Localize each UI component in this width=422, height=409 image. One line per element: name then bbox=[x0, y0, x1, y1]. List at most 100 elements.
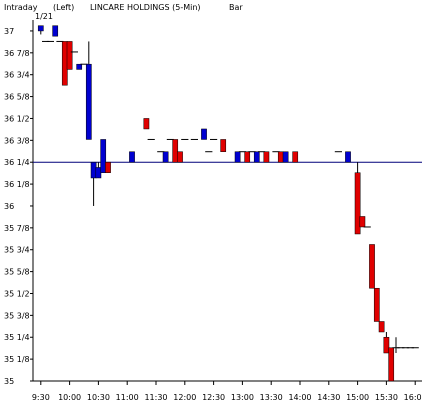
y-tick-label: 36 1/2 bbox=[4, 114, 30, 123]
bar-body bbox=[378, 321, 385, 333]
price-bar bbox=[263, 151, 270, 163]
price-bar bbox=[244, 151, 251, 163]
price-bar bbox=[177, 151, 183, 163]
bar-body bbox=[234, 151, 241, 163]
price-bar bbox=[292, 151, 299, 163]
x-tick-label: 13:00 bbox=[231, 393, 254, 402]
x-tick-label: 11:00 bbox=[116, 393, 139, 402]
price-bar bbox=[162, 151, 169, 163]
y-tick-label: 36 3/4 bbox=[4, 71, 30, 80]
price-bar bbox=[373, 287, 380, 322]
bar-body bbox=[201, 128, 207, 140]
bar-body bbox=[105, 161, 111, 173]
bar-body bbox=[129, 151, 135, 163]
y-tick-label: 37 bbox=[4, 27, 14, 36]
bar-body bbox=[66, 41, 73, 70]
price-bar bbox=[383, 331, 390, 354]
bar-body bbox=[95, 167, 102, 179]
price-bar bbox=[76, 63, 83, 70]
bar-body bbox=[162, 151, 169, 163]
price-bar bbox=[100, 139, 107, 173]
x-tick-label: 14:00 bbox=[288, 393, 311, 402]
bar-body bbox=[369, 244, 375, 289]
price-bar bbox=[354, 162, 361, 235]
bar-body bbox=[373, 287, 380, 322]
y-tick-label: 36 3/8 bbox=[4, 136, 30, 145]
x-tick-label: 10:00 bbox=[58, 393, 81, 402]
y-tick-label: 35 7/8 bbox=[4, 224, 30, 233]
chart-title: LINCARE HOLDINGS (5-Min) bbox=[90, 3, 201, 12]
x-tick-label: 13:30 bbox=[260, 393, 283, 402]
y-tick-label: 36 bbox=[4, 202, 14, 211]
y-tick-label: 35 3/8 bbox=[4, 311, 30, 320]
x-tick-label: 15:30 bbox=[375, 393, 398, 402]
price-bar bbox=[388, 347, 395, 382]
price-bar bbox=[282, 151, 289, 163]
y-tick-label: 36 5/8 bbox=[4, 93, 30, 102]
price-bar bbox=[172, 139, 179, 163]
price-bar bbox=[220, 139, 227, 152]
price-bar bbox=[201, 128, 207, 140]
bar-body bbox=[253, 151, 260, 163]
bar-body bbox=[292, 151, 299, 163]
bar-body bbox=[177, 151, 183, 163]
bar-body bbox=[61, 41, 68, 86]
y-tick-label: 35 3/4 bbox=[4, 246, 30, 255]
interval-label: Intraday bbox=[4, 3, 38, 12]
x-tick-label: 12:30 bbox=[202, 393, 225, 402]
y-tick-label: 35 1/2 bbox=[4, 289, 30, 298]
price-bar bbox=[37, 25, 44, 35]
price-bar bbox=[105, 161, 111, 173]
bar-body bbox=[263, 151, 270, 163]
bar-body bbox=[172, 139, 179, 163]
price-bar bbox=[95, 162, 102, 179]
style-label: Bar bbox=[229, 3, 243, 12]
bar-body bbox=[277, 151, 284, 163]
bar-body bbox=[359, 216, 366, 228]
price-bar bbox=[129, 151, 135, 163]
x-tick-label: 14:30 bbox=[317, 393, 340, 402]
bar-body bbox=[90, 161, 97, 179]
bar-body bbox=[143, 118, 150, 130]
side-label: (Left) bbox=[53, 3, 74, 12]
date-label: 1/21 bbox=[35, 12, 53, 21]
price-bar bbox=[277, 151, 284, 163]
price-bar bbox=[253, 151, 260, 163]
price-bar bbox=[234, 151, 241, 163]
price-bar bbox=[90, 161, 97, 206]
x-tick-label: 15:00 bbox=[346, 393, 369, 402]
price-bar bbox=[61, 41, 68, 86]
bar-body bbox=[354, 172, 361, 235]
x-tick-label: 9:30 bbox=[32, 393, 50, 402]
bar-body bbox=[220, 139, 227, 152]
price-bar bbox=[378, 321, 385, 333]
y-tick-label: 35 bbox=[4, 377, 14, 386]
price-bar bbox=[85, 41, 92, 140]
x-tick-label: 12:00 bbox=[173, 393, 196, 402]
price-bar bbox=[369, 244, 375, 289]
price-bars bbox=[37, 25, 419, 382]
y-tick-label: 36 1/8 bbox=[4, 180, 30, 189]
bar-body bbox=[76, 63, 83, 70]
price-bar bbox=[66, 41, 73, 70]
bar-body bbox=[85, 63, 92, 140]
price-bar bbox=[52, 25, 59, 37]
y-tick-label: 35 1/8 bbox=[4, 355, 30, 364]
bar-body bbox=[52, 25, 59, 37]
price-bar bbox=[359, 216, 366, 228]
bar-body bbox=[100, 139, 107, 173]
bar-body bbox=[282, 151, 289, 163]
price-bar bbox=[345, 151, 351, 163]
bar-body bbox=[37, 25, 44, 32]
x-axis-ticks: 9:30 10:00 10:30 11:00 11:30 12:00 12:30 13:00 1… bbox=[32, 381, 422, 402]
x-tick-label: 10:30 bbox=[87, 393, 110, 402]
bar-body bbox=[383, 336, 390, 354]
y-axis-ticks: 37 36 7/8 36 3/4 36 5/8 36 1/2 36 3/8 36 1/4 36… bbox=[4, 27, 33, 386]
price-bar bbox=[143, 118, 150, 130]
y-tick-label: 35 1/4 bbox=[4, 333, 30, 342]
bar-body bbox=[345, 151, 351, 163]
bar-body bbox=[388, 347, 395, 382]
y-tick-label: 35 5/8 bbox=[4, 268, 30, 277]
y-tick-label: 36 7/8 bbox=[4, 49, 30, 58]
